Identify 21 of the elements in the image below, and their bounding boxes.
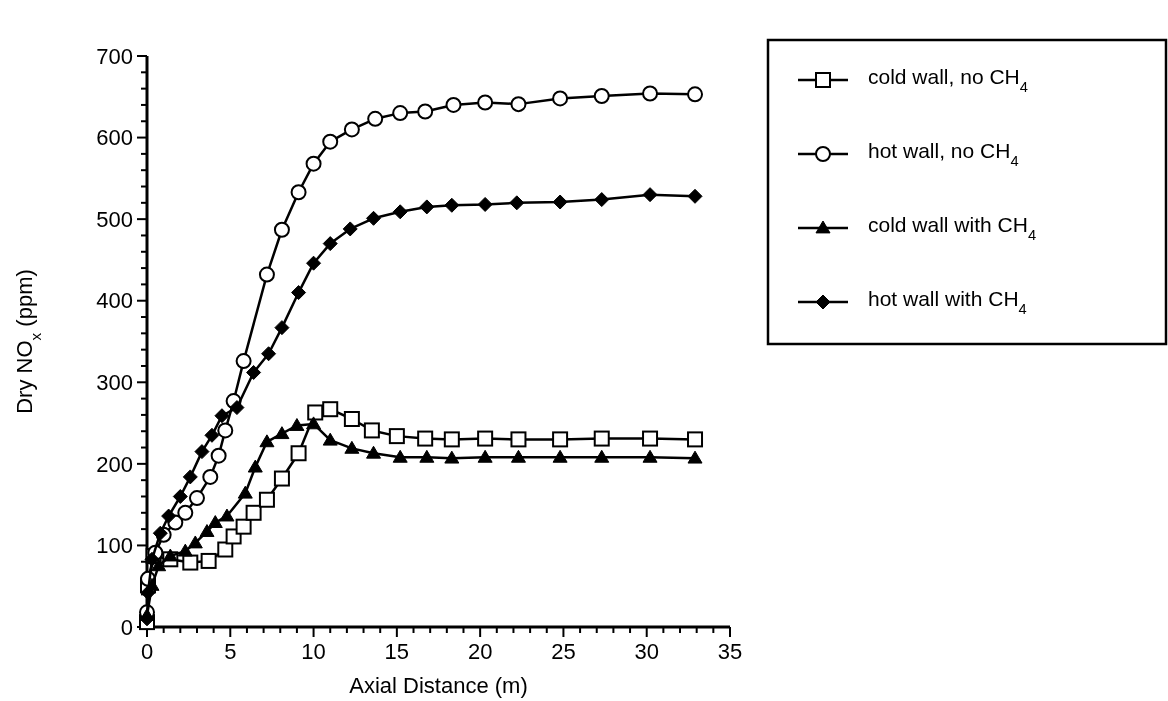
legend-label: hot wall with CH$_{4}$ (868, 287, 1027, 318)
y-tick-label: 700 (96, 43, 133, 69)
x-tick-label: 25 (551, 639, 576, 664)
x-tick-label: 5 (224, 639, 237, 664)
x-tick-label: 0 (140, 639, 154, 664)
x-tick-label: 35 (717, 639, 743, 664)
legend-label: cold wall with CH$_{4}$ (868, 213, 1037, 244)
y-tick-label: 200 (96, 451, 133, 477)
y-tick-label: 600 (96, 125, 133, 151)
y-tick-label: 400 (96, 288, 133, 314)
x-tick-label: 15 (384, 639, 410, 664)
legend-label: cold wall, no CH$_{4}$ (868, 65, 1028, 96)
y-tick-label: 0 (120, 614, 133, 640)
x-tick-label: 20 (467, 639, 493, 664)
y-tick-label: 100 (96, 533, 133, 559)
x-tick-label: 10 (301, 639, 326, 664)
x-tick-label: 30 (634, 639, 659, 664)
x-axis-title: Axial Distance (m) (349, 673, 528, 698)
legend-label: hot wall, no CH$_{4}$ (868, 139, 1019, 170)
y-tick-label: 500 (96, 206, 133, 232)
y-tick-label: 300 (96, 369, 133, 395)
